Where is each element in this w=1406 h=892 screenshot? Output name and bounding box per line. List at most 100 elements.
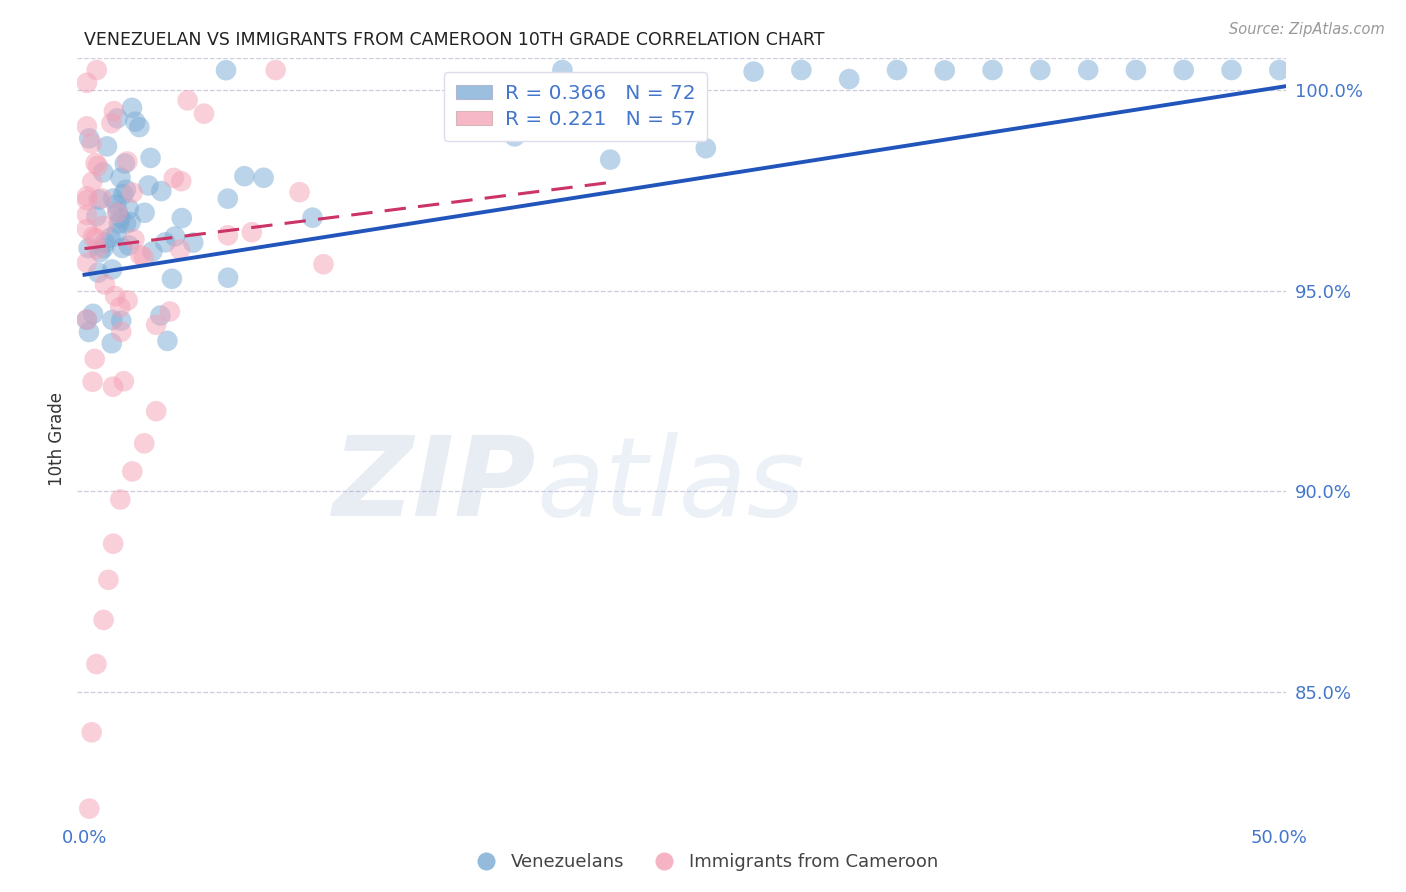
Point xyxy=(101,536,124,550)
Point xyxy=(86,657,108,671)
Point xyxy=(87,266,110,280)
Point xyxy=(124,232,146,246)
Point xyxy=(93,241,115,255)
Point xyxy=(169,243,191,257)
Point xyxy=(91,219,114,233)
Point xyxy=(217,192,239,206)
Point xyxy=(112,187,135,202)
Point xyxy=(87,159,110,173)
Point xyxy=(83,351,105,366)
Point xyxy=(77,131,100,145)
Point xyxy=(252,170,274,185)
Point xyxy=(76,189,98,203)
Point xyxy=(264,62,287,77)
Point xyxy=(121,101,143,115)
Point xyxy=(80,136,103,151)
Point xyxy=(76,208,98,222)
Legend: Venezuelans, Immigrants from Cameroon: Venezuelans, Immigrants from Cameroon xyxy=(460,847,946,879)
Point xyxy=(1268,62,1291,77)
Point xyxy=(215,63,238,78)
Point xyxy=(138,178,160,193)
Point xyxy=(1173,62,1195,77)
Point xyxy=(145,318,167,332)
Point xyxy=(139,151,162,165)
Point xyxy=(129,248,152,262)
Legend: R = 0.366   N = 72, R = 0.221   N = 57: R = 0.366 N = 72, R = 0.221 N = 57 xyxy=(444,72,707,141)
Point xyxy=(456,83,478,97)
Point xyxy=(94,235,117,250)
Point xyxy=(97,573,120,587)
Point xyxy=(110,314,132,328)
Point xyxy=(150,184,173,198)
Text: Source: ZipAtlas.com: Source: ZipAtlas.com xyxy=(1229,22,1385,37)
Point xyxy=(110,325,132,339)
Point xyxy=(240,225,263,239)
Text: ZIP: ZIP xyxy=(333,432,537,539)
Point xyxy=(117,154,139,169)
Point xyxy=(105,227,128,241)
Point xyxy=(103,104,125,119)
Point xyxy=(111,241,134,255)
Point xyxy=(101,262,124,277)
Point xyxy=(1029,62,1052,77)
Point xyxy=(89,245,111,260)
Point xyxy=(132,250,155,264)
Point xyxy=(76,222,98,236)
Point xyxy=(790,62,813,77)
Point xyxy=(76,256,98,270)
Point xyxy=(1125,62,1147,77)
Point xyxy=(101,313,124,327)
Point xyxy=(112,374,135,388)
Point xyxy=(145,404,167,418)
Point xyxy=(110,170,132,185)
Point xyxy=(121,464,143,478)
Point xyxy=(105,205,128,219)
Point xyxy=(101,380,124,394)
Point xyxy=(981,62,1004,77)
Point xyxy=(77,801,100,815)
Point xyxy=(217,270,239,285)
Point xyxy=(114,156,136,170)
Point xyxy=(128,120,150,134)
Point xyxy=(217,228,239,243)
Point xyxy=(82,229,104,244)
Point xyxy=(170,211,193,225)
Point xyxy=(170,174,193,188)
Point xyxy=(141,244,163,259)
Point xyxy=(107,205,129,219)
Point xyxy=(104,289,127,303)
Point xyxy=(120,215,142,229)
Point xyxy=(82,175,104,189)
Text: VENEZUELAN VS IMMIGRANTS FROM CAMEROON 10TH GRADE CORRELATION CHART: VENEZUELAN VS IMMIGRANTS FROM CAMEROON 1… xyxy=(84,31,825,49)
Point xyxy=(80,725,103,739)
Point xyxy=(87,193,110,207)
Point xyxy=(86,62,108,77)
Point xyxy=(312,257,335,271)
Point xyxy=(84,156,107,170)
Point xyxy=(96,139,118,153)
Point xyxy=(503,129,526,144)
Point xyxy=(110,300,132,314)
Point xyxy=(76,76,98,90)
Point xyxy=(181,235,204,250)
Point xyxy=(90,191,112,205)
Point xyxy=(233,169,256,184)
Point xyxy=(86,209,108,223)
Point xyxy=(838,72,860,87)
Point xyxy=(134,205,156,219)
Point xyxy=(82,375,104,389)
Point xyxy=(193,106,215,120)
Point xyxy=(115,183,138,197)
Point xyxy=(86,242,108,256)
Point xyxy=(82,307,104,321)
Point xyxy=(108,217,131,231)
Point xyxy=(742,64,765,78)
Point xyxy=(121,186,143,200)
Y-axis label: 10th Grade: 10th Grade xyxy=(48,392,66,486)
Point xyxy=(100,116,122,130)
Point xyxy=(301,211,323,225)
Point xyxy=(134,436,156,450)
Point xyxy=(163,229,186,244)
Point xyxy=(110,492,132,507)
Point xyxy=(176,94,198,108)
